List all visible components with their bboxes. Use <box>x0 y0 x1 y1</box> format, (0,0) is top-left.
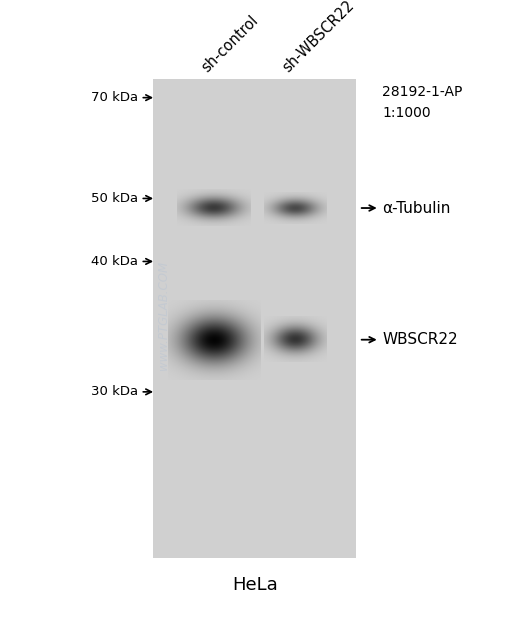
Text: 50 kDa: 50 kDa <box>90 192 138 205</box>
Text: 70 kDa: 70 kDa <box>90 91 138 104</box>
Text: WBSCR22: WBSCR22 <box>382 332 458 347</box>
Text: HeLa: HeLa <box>232 576 278 595</box>
Text: α-Tubulin: α-Tubulin <box>382 200 450 215</box>
Text: sh-WBSCR22: sh-WBSCR22 <box>280 0 357 76</box>
Text: 40 kDa: 40 kDa <box>91 255 138 268</box>
Text: sh-control: sh-control <box>199 13 261 76</box>
Text: www.PTGLAB.COM: www.PTGLAB.COM <box>158 260 171 370</box>
Text: 30 kDa: 30 kDa <box>90 386 138 398</box>
Bar <box>153 79 356 558</box>
Text: 28192-1-AP
1:1000: 28192-1-AP 1:1000 <box>382 85 463 120</box>
